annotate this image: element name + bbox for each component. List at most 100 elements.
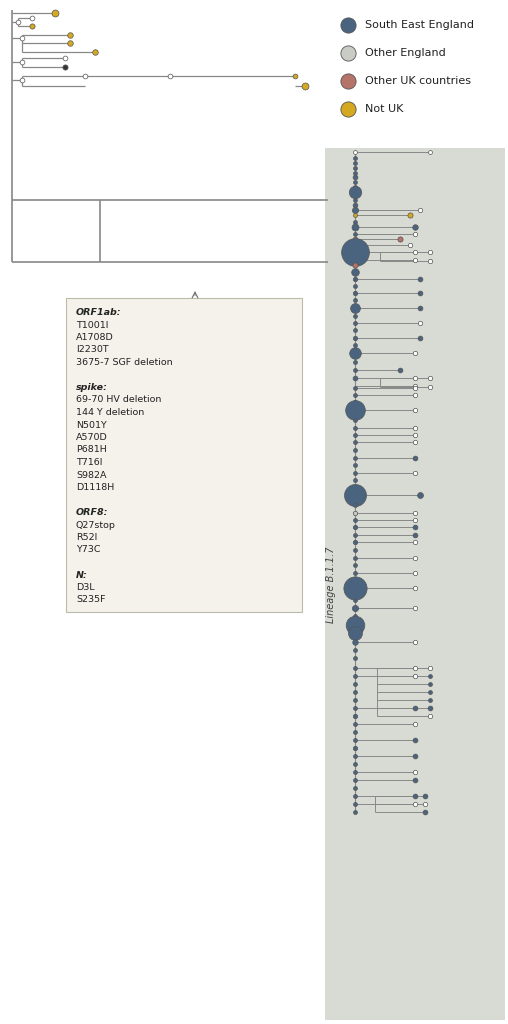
Point (91, 44, 99, 60)
Point (411, 512, 419, 528)
Point (351, 330, 359, 346)
Point (351, 699, 359, 716)
Point (351, 401, 359, 418)
Point (351, 732, 359, 749)
Point (351, 756, 359, 772)
Point (351, 337, 359, 353)
Point (351, 387, 359, 403)
Bar (325, 148, 505, 1020)
Text: 144 Y deletion: 144 Y deletion (76, 408, 144, 417)
Point (406, 237, 414, 253)
Point (351, 780, 359, 797)
Point (351, 642, 359, 658)
Text: P681H: P681H (76, 445, 107, 455)
Point (351, 472, 359, 488)
Text: N:: N: (76, 570, 88, 580)
Point (81, 68, 89, 84)
Point (411, 550, 419, 566)
Point (416, 330, 424, 346)
Text: ORF8:: ORF8: (76, 508, 108, 517)
Point (351, 308, 359, 325)
Point (426, 370, 434, 386)
Text: I2230T: I2230T (76, 345, 109, 354)
Point (351, 427, 359, 443)
Point (351, 197, 359, 213)
Point (351, 226, 359, 243)
Text: 69-70 HV deletion: 69-70 HV deletion (76, 395, 162, 404)
Point (411, 659, 419, 676)
Point (411, 420, 419, 436)
Text: Y73C: Y73C (76, 546, 101, 555)
Point (421, 804, 429, 820)
Point (411, 764, 419, 780)
Point (18, 72, 26, 88)
Point (351, 191, 359, 208)
Point (351, 237, 359, 253)
Point (351, 207, 359, 223)
Point (416, 202, 424, 218)
Point (351, 625, 359, 641)
Text: T716I: T716I (76, 458, 103, 467)
Point (411, 380, 419, 396)
Point (66, 35, 74, 51)
Point (411, 378, 419, 394)
Point (426, 708, 434, 724)
Point (416, 314, 424, 331)
Point (18, 54, 26, 71)
Point (351, 772, 359, 788)
Point (344, 73, 352, 89)
Point (351, 412, 359, 428)
Point (351, 512, 359, 528)
Point (61, 50, 69, 67)
Point (351, 787, 359, 804)
Point (411, 600, 419, 616)
Text: A1708D: A1708D (76, 333, 114, 342)
Point (351, 592, 359, 608)
Point (426, 692, 434, 709)
Point (351, 264, 359, 281)
Point (351, 394, 359, 411)
Point (351, 565, 359, 582)
Point (411, 796, 419, 812)
Text: 3675-7 SGF deletion: 3675-7 SGF deletion (76, 358, 173, 367)
Point (351, 244, 359, 260)
Point (351, 450, 359, 466)
Point (416, 300, 424, 316)
Point (351, 668, 359, 684)
Point (426, 676, 434, 692)
Point (351, 184, 359, 201)
Point (411, 370, 419, 386)
Point (426, 684, 434, 700)
Point (351, 571, 359, 588)
Point (351, 434, 359, 451)
Point (411, 401, 419, 418)
Point (344, 16, 352, 33)
Text: T1001I: T1001I (76, 321, 109, 330)
Point (351, 155, 359, 171)
Point (411, 387, 419, 403)
Point (351, 179, 359, 196)
Text: Not UK: Not UK (365, 104, 403, 114)
Point (411, 226, 419, 243)
Point (411, 787, 419, 804)
Point (351, 174, 359, 190)
Point (51, 5, 59, 22)
Point (411, 427, 419, 443)
Point (426, 699, 434, 716)
Point (28, 10, 36, 27)
Point (426, 668, 434, 684)
Point (416, 285, 424, 301)
Point (351, 534, 359, 550)
Point (351, 580, 359, 596)
Point (291, 68, 299, 84)
Point (351, 219, 359, 236)
Point (351, 143, 359, 160)
Point (411, 772, 419, 788)
Point (351, 278, 359, 294)
Point (351, 804, 359, 820)
Point (426, 143, 434, 160)
Point (351, 497, 359, 513)
Point (416, 486, 424, 503)
Point (351, 441, 359, 458)
Point (351, 739, 359, 756)
